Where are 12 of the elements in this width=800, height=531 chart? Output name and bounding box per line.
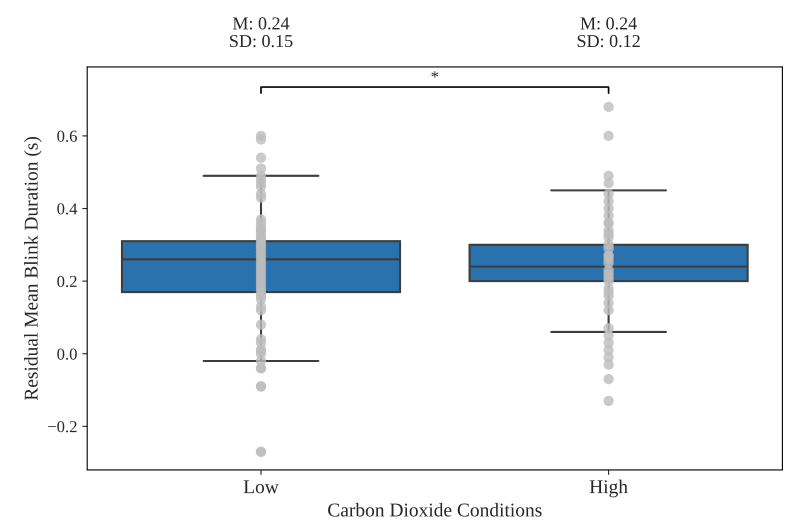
y-axis-title: Residual Mean Blink Duration (s) [24, 136, 42, 400]
text: M: 0.24 SD: 0.12 [578, 17, 640, 48]
y-tick-label: −0.2 [48, 421, 77, 432]
y-tick-label: 0.0 [57, 348, 77, 360]
x-tick-label: Low [244, 480, 279, 494]
text: M: 0.24 SD: 0.15 [230, 17, 292, 48]
y-tick-label: 0.6 [57, 130, 77, 142]
y-tick-label: 0.2 [57, 276, 77, 288]
annotation: * [431, 71, 438, 78]
y-tick-label: 0.4 [57, 203, 78, 215]
x-tick-label: High [590, 480, 628, 498]
x-axis-title: Carbon Dioxide Conditions [328, 502, 542, 517]
